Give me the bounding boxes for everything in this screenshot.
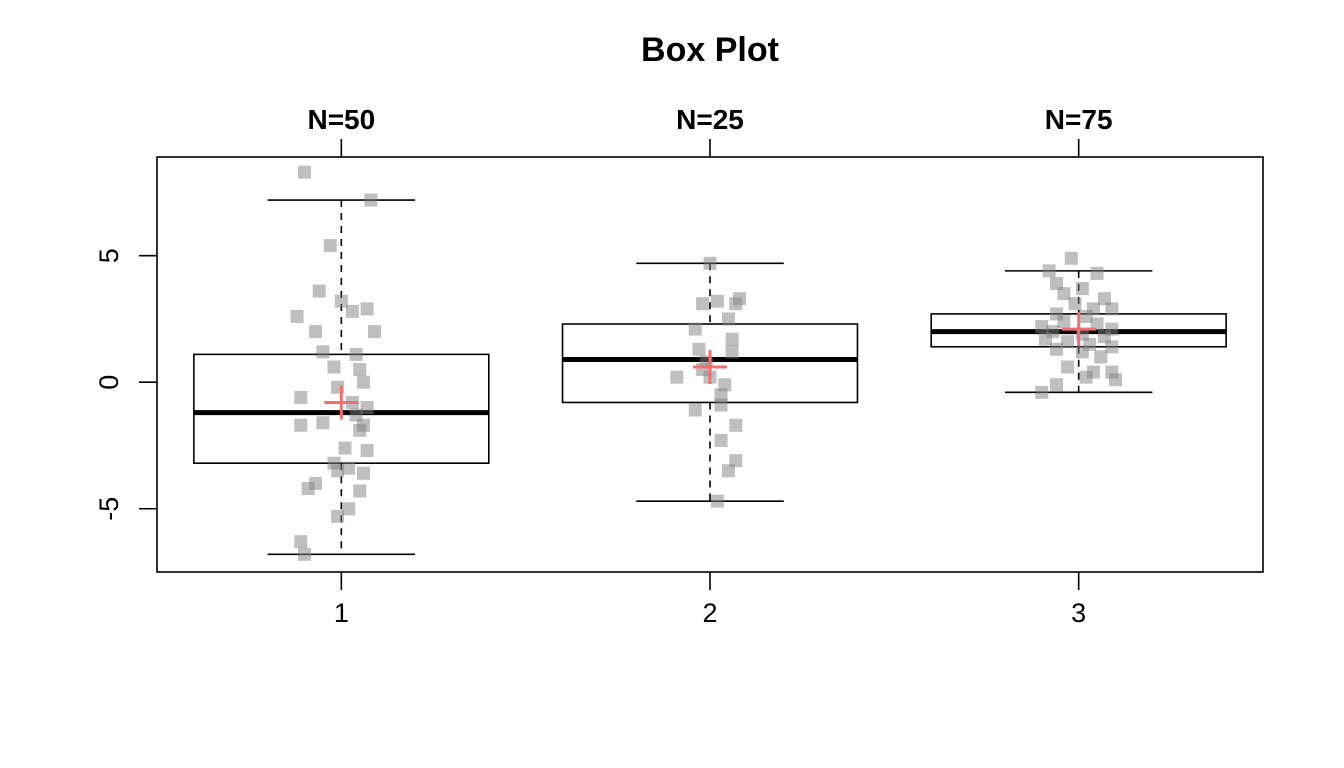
data-point xyxy=(353,423,367,437)
data-point xyxy=(353,484,367,498)
data-point xyxy=(1105,340,1119,354)
box-group-1 xyxy=(193,165,490,561)
data-point xyxy=(714,433,728,447)
data-point xyxy=(1050,277,1064,291)
data-point xyxy=(1079,370,1093,384)
data-point xyxy=(725,345,739,359)
data-point xyxy=(1075,282,1089,296)
chart-title: Box Plot xyxy=(641,31,779,69)
data-point xyxy=(342,461,356,475)
data-point xyxy=(1038,332,1052,346)
data-point xyxy=(349,347,363,361)
data-point xyxy=(334,294,348,308)
data-point xyxy=(1094,350,1108,364)
data-point xyxy=(1057,287,1071,301)
data-point xyxy=(327,360,341,374)
iqr-box xyxy=(561,323,859,404)
data-point xyxy=(312,284,326,298)
y-tick-label: 5 xyxy=(94,248,124,263)
data-point xyxy=(368,325,382,339)
data-point xyxy=(360,302,374,316)
data-point xyxy=(729,418,743,432)
sample-size-label: N=25 xyxy=(676,104,744,135)
data-point xyxy=(710,494,724,508)
data-point xyxy=(301,481,315,495)
data-point xyxy=(1075,345,1089,359)
data-point xyxy=(1064,251,1078,265)
data-point xyxy=(331,509,345,523)
data-point xyxy=(710,294,724,308)
data-point xyxy=(1079,309,1093,323)
data-point xyxy=(297,165,311,179)
data-point xyxy=(1090,317,1104,331)
data-point xyxy=(703,256,717,270)
data-point xyxy=(309,325,323,339)
data-point xyxy=(714,388,728,402)
data-point xyxy=(316,416,330,430)
box-group-3 xyxy=(930,251,1227,399)
data-point xyxy=(1057,314,1071,328)
x-tick-label: 3 xyxy=(1071,598,1086,628)
data-point xyxy=(721,312,735,326)
data-point xyxy=(714,398,728,412)
sample-size-label: N=50 xyxy=(307,104,375,135)
data-point xyxy=(1090,266,1104,280)
data-point xyxy=(294,390,308,404)
data-point xyxy=(1097,330,1111,344)
data-point xyxy=(688,403,702,417)
data-point xyxy=(294,418,308,432)
data-point xyxy=(353,363,367,377)
data-point xyxy=(1109,373,1123,387)
data-point xyxy=(356,466,370,480)
y-tick-label: -5 xyxy=(94,497,124,521)
data-point xyxy=(338,441,352,455)
data-point xyxy=(1035,385,1049,399)
y-tick-label: 0 xyxy=(94,375,124,390)
data-point xyxy=(323,239,337,253)
data-point xyxy=(688,322,702,336)
data-point xyxy=(364,193,378,207)
data-point xyxy=(670,370,684,384)
data-point xyxy=(1042,264,1056,278)
data-point xyxy=(1061,360,1075,374)
data-point xyxy=(290,309,304,323)
data-point xyxy=(725,332,739,346)
data-point xyxy=(342,502,356,516)
data-point xyxy=(1050,342,1064,356)
plot-area xyxy=(193,165,1227,561)
data-point xyxy=(360,444,374,458)
data-point xyxy=(1061,335,1075,349)
iqr-box xyxy=(193,353,490,464)
data-point xyxy=(729,297,743,311)
data-point xyxy=(729,454,743,468)
data-point xyxy=(294,535,308,549)
x-tick-label: 2 xyxy=(702,598,717,628)
data-point xyxy=(349,408,363,422)
box-group-2 xyxy=(561,256,859,508)
data-point xyxy=(356,375,370,389)
data-point xyxy=(316,345,330,359)
data-point xyxy=(1068,297,1082,311)
data-point xyxy=(692,342,706,356)
data-point xyxy=(360,401,374,415)
data-point xyxy=(1050,378,1064,392)
data-point xyxy=(1097,292,1111,306)
data-point xyxy=(696,297,710,311)
data-point xyxy=(1035,320,1049,334)
data-point xyxy=(297,547,311,561)
data-point xyxy=(721,464,735,478)
data-point xyxy=(331,464,345,478)
data-point xyxy=(718,378,732,392)
sample-size-label: N=75 xyxy=(1045,104,1113,135)
x-tick-label: 1 xyxy=(334,598,349,628)
data-point xyxy=(1105,302,1119,316)
data-point xyxy=(345,304,359,318)
